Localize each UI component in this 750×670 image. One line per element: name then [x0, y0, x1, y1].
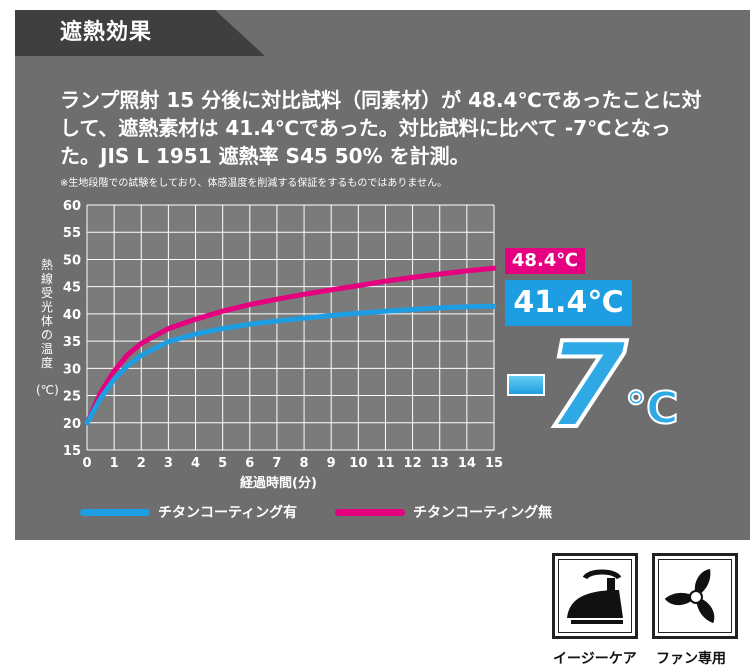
y-tick-label: 35	[63, 335, 81, 350]
x-tick-label: 13	[431, 456, 449, 471]
x-tick-label: 2	[137, 456, 146, 471]
y-tick-label: 25	[63, 390, 81, 405]
fan-label: ファン専用	[656, 651, 726, 667]
series-line-without-coating	[84, 265, 497, 426]
page-title: 遮熱効果	[60, 20, 153, 45]
fan-icon-box	[652, 553, 738, 639]
legend-item-with: チタンコーティング有	[80, 500, 297, 524]
chart-ticks: 0 1 2 3 4 5 6 7 8 9 10 11 12 13 14 15152025303540455055…	[63, 199, 503, 471]
x-tick-label: 10	[349, 456, 367, 471]
series-line-with-coating	[84, 303, 497, 426]
x-axis-label: 経過時間(分)	[240, 476, 317, 491]
x-tick-label: 15	[485, 456, 503, 471]
plot-area	[87, 205, 494, 450]
x-tick-label: 14	[458, 456, 476, 471]
easy-care-label: イージーケア	[553, 651, 637, 667]
x-tick-label: 4	[191, 456, 200, 471]
y-tick-label: 45	[63, 281, 81, 296]
x-tick-label: 7	[272, 456, 281, 471]
x-tick-label: 5	[218, 456, 227, 471]
y-axis-unit: (℃)	[36, 383, 59, 397]
x-tick-label: 0	[82, 456, 91, 471]
iron-icon	[567, 569, 623, 624]
y-tick-label: 15	[63, 444, 81, 459]
easy-care-icon-box	[552, 553, 638, 639]
x-tick-label: 11	[376, 456, 394, 471]
y-tick-label: 30	[63, 362, 81, 377]
x-tick-label: 3	[164, 456, 173, 471]
y-tick-label: 20	[63, 417, 81, 432]
header-bar	[15, 10, 265, 56]
legend-label-with: チタンコーティング有	[158, 505, 298, 521]
disclaimer-note: ※生地段階での試験をしており、体感温度を削減する保証をするものではありません。	[60, 178, 448, 189]
y-tick-label: 60	[63, 199, 81, 214]
legend-swatch-blue	[80, 508, 150, 516]
x-tick-label: 12	[404, 456, 422, 471]
x-tick-label: 6	[245, 456, 254, 471]
y-tick-label: 40	[63, 308, 81, 323]
callout-with-temp: 41.4℃	[505, 280, 632, 326]
legend-item-without: チタンコーティング無	[335, 500, 552, 524]
legend-swatch-magenta	[335, 508, 405, 516]
x-tick-label: 1	[110, 456, 119, 471]
chart-lines	[84, 265, 497, 426]
y-tick-label: 55	[63, 226, 81, 241]
x-tick-label: 9	[327, 456, 336, 471]
description-text: ランプ照射 15 分後に対比試料（同素材）が 48.4℃であったことに対して、遮…	[60, 88, 702, 168]
difference-number: 7	[543, 316, 629, 454]
legend-label-without: チタンコーティング無	[413, 505, 553, 521]
difference-unit: ℃	[624, 383, 679, 434]
fan-icon	[664, 569, 715, 624]
minus-sign	[507, 374, 545, 396]
callout-without-temp: 48.4℃	[505, 248, 585, 274]
temperature-chart: 0 1 2 3 4 5 6 7 8 9 10 11 12 13 14 15152025303540455055…	[63, 199, 503, 471]
x-tick-label: 8	[300, 456, 309, 471]
y-tick-label: 50	[63, 253, 81, 268]
y-axis-label: 熱線受光体の温度	[40, 258, 53, 370]
